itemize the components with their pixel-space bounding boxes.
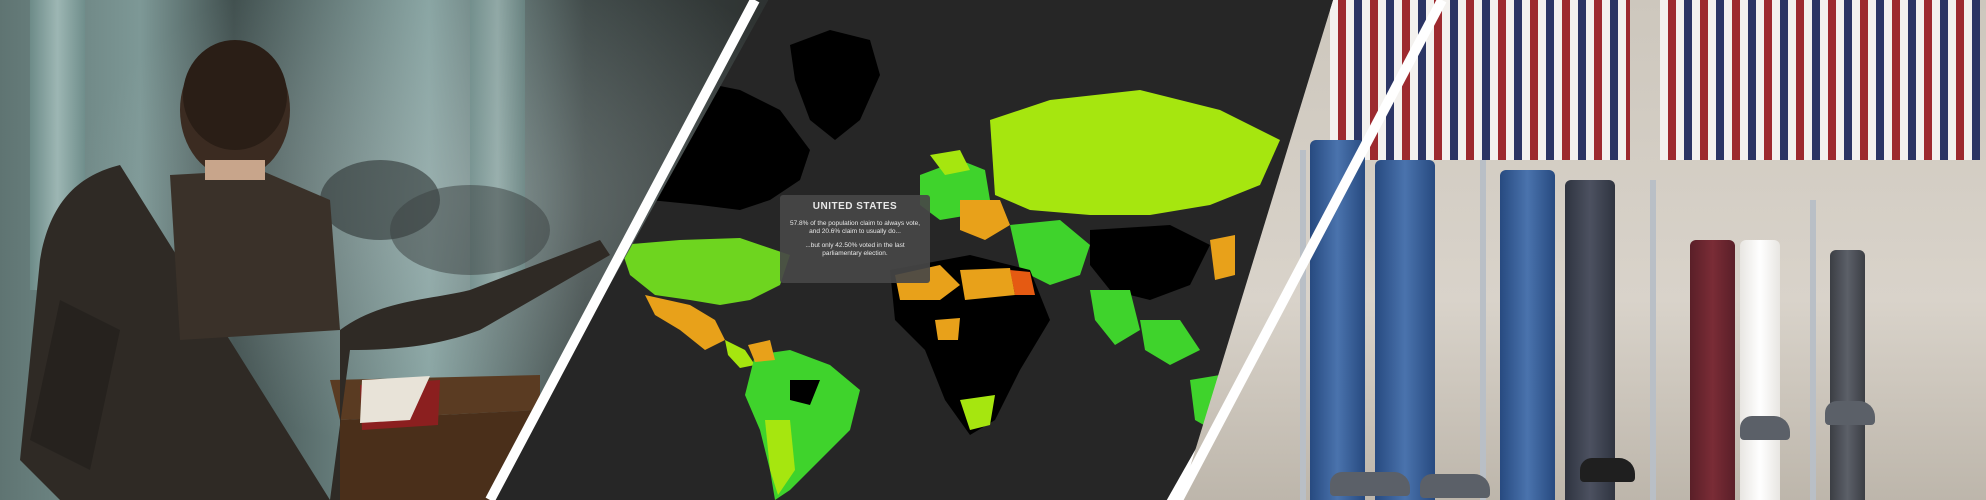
argentina [765,420,795,495]
booth-pole [1810,200,1816,500]
voter-leg [1375,160,1435,500]
jacket [20,165,610,500]
shoe [1825,401,1875,425]
voter-leg [1830,250,1865,500]
japan [1210,235,1235,280]
shoe [1420,474,1490,498]
booth-curtain [1330,0,1630,160]
greenland [790,30,880,140]
shoe [1580,458,1635,482]
paper [360,376,430,423]
north-africa-east [960,268,1015,300]
south-africa [960,395,995,430]
booth-pole [1300,150,1306,500]
tooltip-title: UNITED STATES [812,201,898,212]
hair [183,40,287,150]
venezuela [748,340,775,362]
voter-leg [1740,240,1780,500]
central-america [725,340,755,368]
se-asia [1140,320,1200,365]
usa [620,238,790,305]
left-arm [30,300,120,470]
middle-east [1010,220,1090,285]
shoe [1740,416,1790,440]
china [1090,225,1210,300]
neck [205,160,265,180]
india [1090,290,1140,345]
shoe [1330,472,1410,496]
voter-leg [1310,140,1365,500]
europe-south [960,200,1010,240]
scandinavia [930,150,970,175]
tooltip-line-2: ...but only 42.50% voted in the last par… [805,242,905,258]
tooltip-line-1: 57.8% of the population claim to always … [789,220,921,236]
country-tooltip: UNITED STATES 57.8% of the population cl… [780,195,930,283]
voter-leg [1565,180,1615,500]
voter-leg [1500,170,1555,500]
egypt [1010,270,1035,295]
booth-curtain [1660,0,1980,160]
voter-leg [1690,240,1735,500]
jacket-back [170,170,340,340]
booth-pole [1650,180,1656,500]
south-america [745,350,860,500]
west-africa [935,318,960,340]
russia [990,90,1280,215]
bolivia [790,380,820,405]
booth-pole [1480,160,1486,500]
